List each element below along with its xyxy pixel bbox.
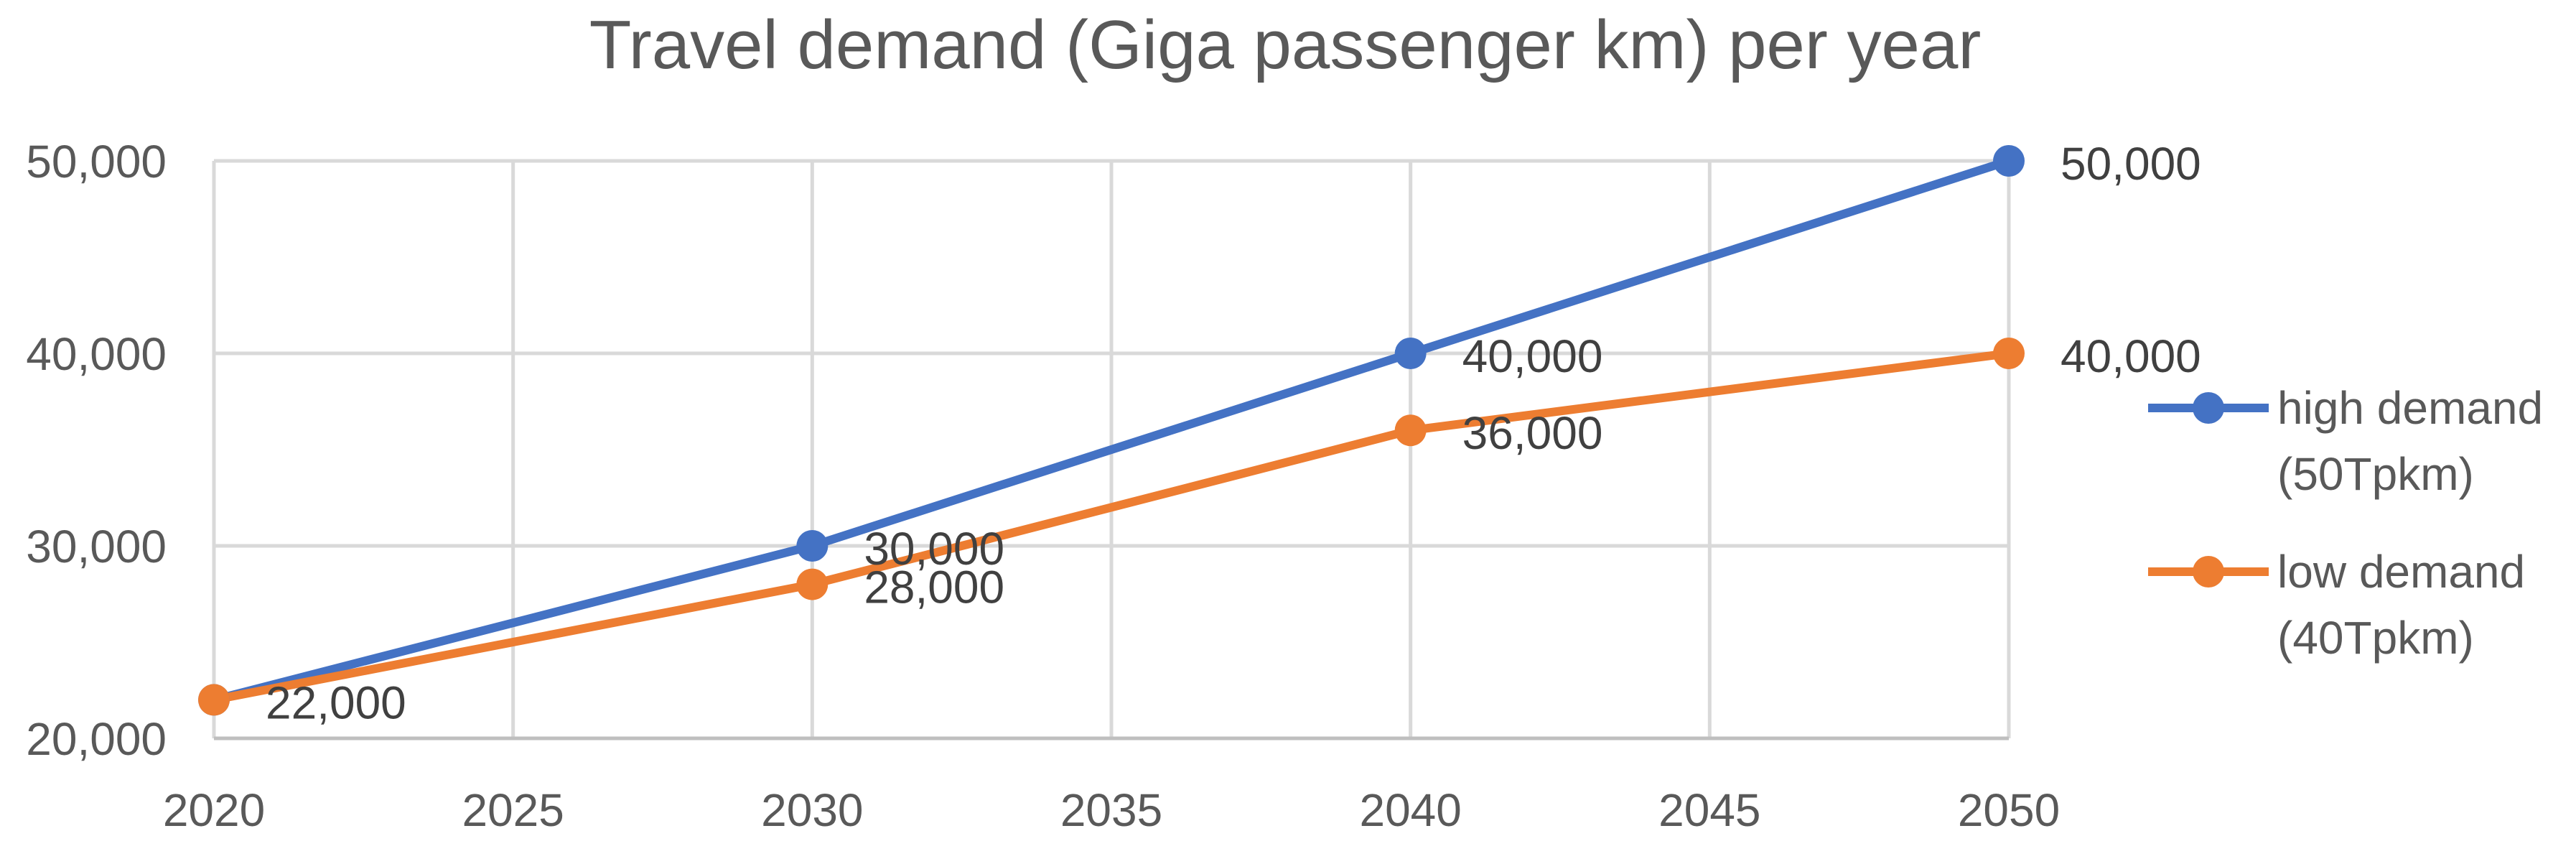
x-tick-label: 2040: [1359, 784, 1461, 836]
series-layer: [198, 145, 2025, 716]
x-tick-label: 2020: [163, 784, 265, 836]
data-point-low-demand: [1394, 414, 1427, 447]
data-point-low-demand: [198, 684, 230, 716]
legend-marker: [2193, 392, 2224, 424]
data-point-high-demand: [1993, 145, 2025, 177]
x-tick-label: 2050: [1958, 784, 2060, 836]
y-tick-label: 50,000: [26, 136, 167, 187]
legend-marker: [2193, 556, 2224, 588]
legend-label: (50Tpkm): [2277, 448, 2474, 500]
data-point-low-demand: [796, 568, 829, 600]
series-line-high-demand: [210, 157, 2013, 705]
y-tick-label: 20,000: [26, 713, 167, 765]
data-label: 40,000: [2061, 330, 2201, 382]
x-tick-label: 2035: [1060, 784, 1162, 836]
data-label-layer: 30,000 40,000 50,000 22,000 28,000 36,000 40,0…: [266, 138, 2201, 728]
legend-label: high demand: [2277, 382, 2543, 434]
data-label: 22,000: [266, 677, 406, 728]
data-point-high-demand: [1394, 338, 1427, 369]
y-tick-label: 40,000: [26, 328, 167, 380]
y-tick-label: 30,000: [26, 521, 167, 572]
chart-title: Travel demand (Giga passenger km) per ye…: [589, 6, 1982, 83]
data-label: 36,000: [1462, 407, 1603, 459]
x-tick-label: 2025: [462, 784, 564, 836]
axis-layer: 2020 2025 2030 2035 2040 2045 2050 20,000 30,000…: [26, 136, 2060, 836]
x-tick-label: 2030: [761, 784, 863, 836]
series-line-low-demand: [210, 349, 2013, 705]
data-label: 50,000: [2061, 138, 2201, 190]
x-tick-label: 2045: [1658, 784, 1760, 836]
data-label: 40,000: [1462, 330, 1603, 382]
data-point-high-demand: [796, 530, 829, 562]
data-point-low-demand: [1993, 338, 2025, 369]
data-label: 30,000: [864, 523, 1004, 575]
legend-label: low demand: [2277, 546, 2525, 598]
legend-label: (40Tpkm): [2277, 612, 2474, 664]
data-label: 28,000: [864, 562, 1004, 613]
legend: high demand (50Tpkm) low demand (40Tpkm): [2148, 382, 2543, 664]
